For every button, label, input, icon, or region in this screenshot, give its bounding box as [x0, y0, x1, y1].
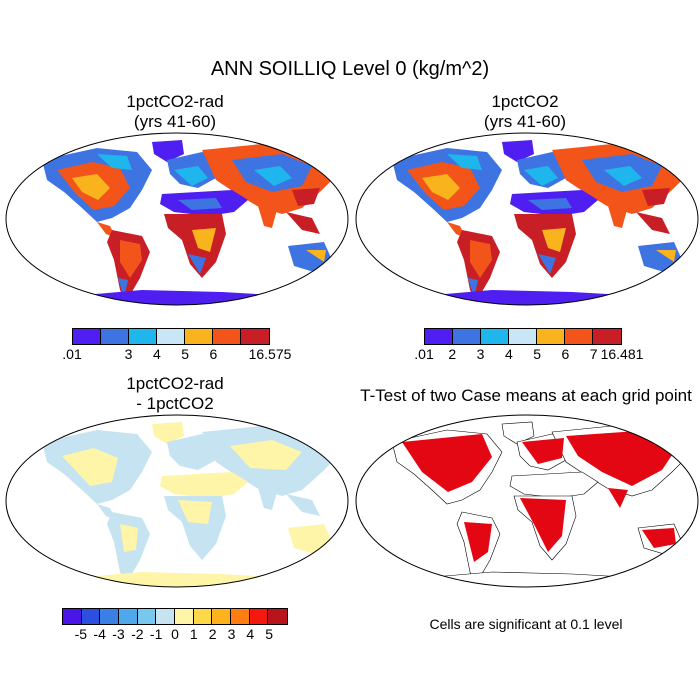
colorbar-swatch: [73, 329, 101, 344]
colorbar-tick-label: 2: [448, 346, 457, 362]
colorbar-tick-label: -5: [74, 626, 88, 642]
colorbar-tick-label: -3: [112, 626, 125, 642]
colorbar-tick-label: 6: [561, 346, 570, 362]
colorbar-bottom-left: [62, 608, 288, 625]
panel-title-bottom-left: 1pctCO2-rad - 1pctCO2: [40, 374, 310, 414]
colorbar-top-right: [424, 328, 622, 345]
colorbar-swatch: [268, 609, 287, 624]
colorbar-tick-label: .01: [414, 346, 434, 362]
colorbar-swatch: [81, 609, 101, 624]
colorbar-swatch: [249, 609, 269, 624]
map-top-left: [5, 132, 349, 306]
map-bottom-left: [5, 414, 349, 588]
colorbar-tick-label: 5: [533, 346, 542, 362]
colorbar-swatch: [156, 609, 175, 624]
significance-note: Cells are significant at 0.1 level: [429, 616, 623, 632]
land-layer: [42, 140, 342, 305]
colorbar-tick-label: 3: [476, 346, 485, 362]
colorbar-swatch: [137, 609, 157, 624]
colorbar-tick-label: -4: [93, 626, 106, 642]
colorbar-swatch: [425, 329, 453, 344]
map-boundary: [5, 414, 349, 588]
map-top-right: [355, 132, 699, 306]
map-boundary: [5, 132, 349, 306]
colorbar-tick-label: 4: [246, 626, 255, 642]
panel-title-line2: (yrs 41-60): [133, 112, 217, 131]
colorbar-tick-label: 16.481: [600, 346, 644, 362]
colorbar-tick-label: 3: [227, 626, 236, 642]
colorbar-swatch: [230, 609, 250, 624]
colorbar-tick-label: 1: [189, 626, 198, 642]
colorbar-swatch: [174, 609, 194, 624]
colorbar-swatch: [185, 329, 213, 344]
colorbar-swatch: [100, 609, 119, 624]
colorbar-tick-label: 3: [124, 346, 133, 362]
colorbar-tick-label: 5: [181, 346, 190, 362]
colorbar-swatch: [509, 329, 537, 344]
colorbar-tick-label: 6: [209, 346, 218, 362]
land-layer: [392, 140, 692, 305]
colorbar-tick-label: 4: [152, 346, 161, 362]
map-boundary: [355, 414, 699, 588]
colorbar-swatch: [565, 329, 593, 344]
panel-title-top-right: 1pctCO2 (yrs 41-60): [390, 92, 660, 132]
colorbar-swatch: [193, 609, 213, 624]
panel-title-bottom-right: T-Test of two Case means at each grid po…: [360, 386, 692, 405]
panel-title-top-left: 1pctCO2-rad (yrs 41-60): [40, 92, 310, 132]
colorbar-swatch: [157, 329, 185, 344]
figure-title: ANN SOILLIQ Level 0 (kg/m^2): [210, 58, 490, 80]
significance-cells: [402, 430, 678, 562]
map-boundary: [355, 132, 699, 306]
panel-title-line2: - 1pctCO2: [136, 394, 214, 413]
colorbar-swatch: [481, 329, 509, 344]
colorbar-swatch: [129, 329, 157, 344]
colorbar-swatch: [537, 329, 565, 344]
colorbar-tick-label: 2: [208, 626, 217, 642]
colorbar-tick-label: 16.575: [248, 346, 292, 362]
colorbar-swatch: [453, 329, 481, 344]
colorbar-tick-label: 5: [265, 626, 274, 642]
colorbar-swatch: [63, 609, 82, 624]
colorbar-tick-label: 0: [171, 626, 179, 642]
colorbar-swatch: [212, 609, 231, 624]
panel-title-line1: 1pctCO2: [491, 92, 559, 111]
map-bottom-right: [355, 414, 699, 588]
panel-title-line1: 1pctCO2-rad: [126, 92, 224, 111]
colorbar-swatch: [101, 329, 129, 344]
colorbar-tick-label: 4: [504, 346, 513, 362]
colorbar-tick-label: .01: [62, 346, 82, 362]
colorbar-top-left: [72, 328, 270, 345]
colorbar-tick-label: -1: [149, 626, 163, 642]
colorbar-tick-label: 7: [589, 346, 598, 362]
panel-title-line2: (yrs 41-60): [483, 112, 567, 131]
colorbar-tick-label: -2: [131, 626, 144, 642]
colorbar-swatch: [241, 329, 269, 344]
colorbar-swatch: [118, 609, 138, 624]
colorbar-swatch: [593, 329, 621, 344]
land-layer: [42, 422, 342, 587]
colorbar-swatch: [213, 329, 241, 344]
panel-title-line1: 1pctCO2-rad: [126, 374, 224, 393]
